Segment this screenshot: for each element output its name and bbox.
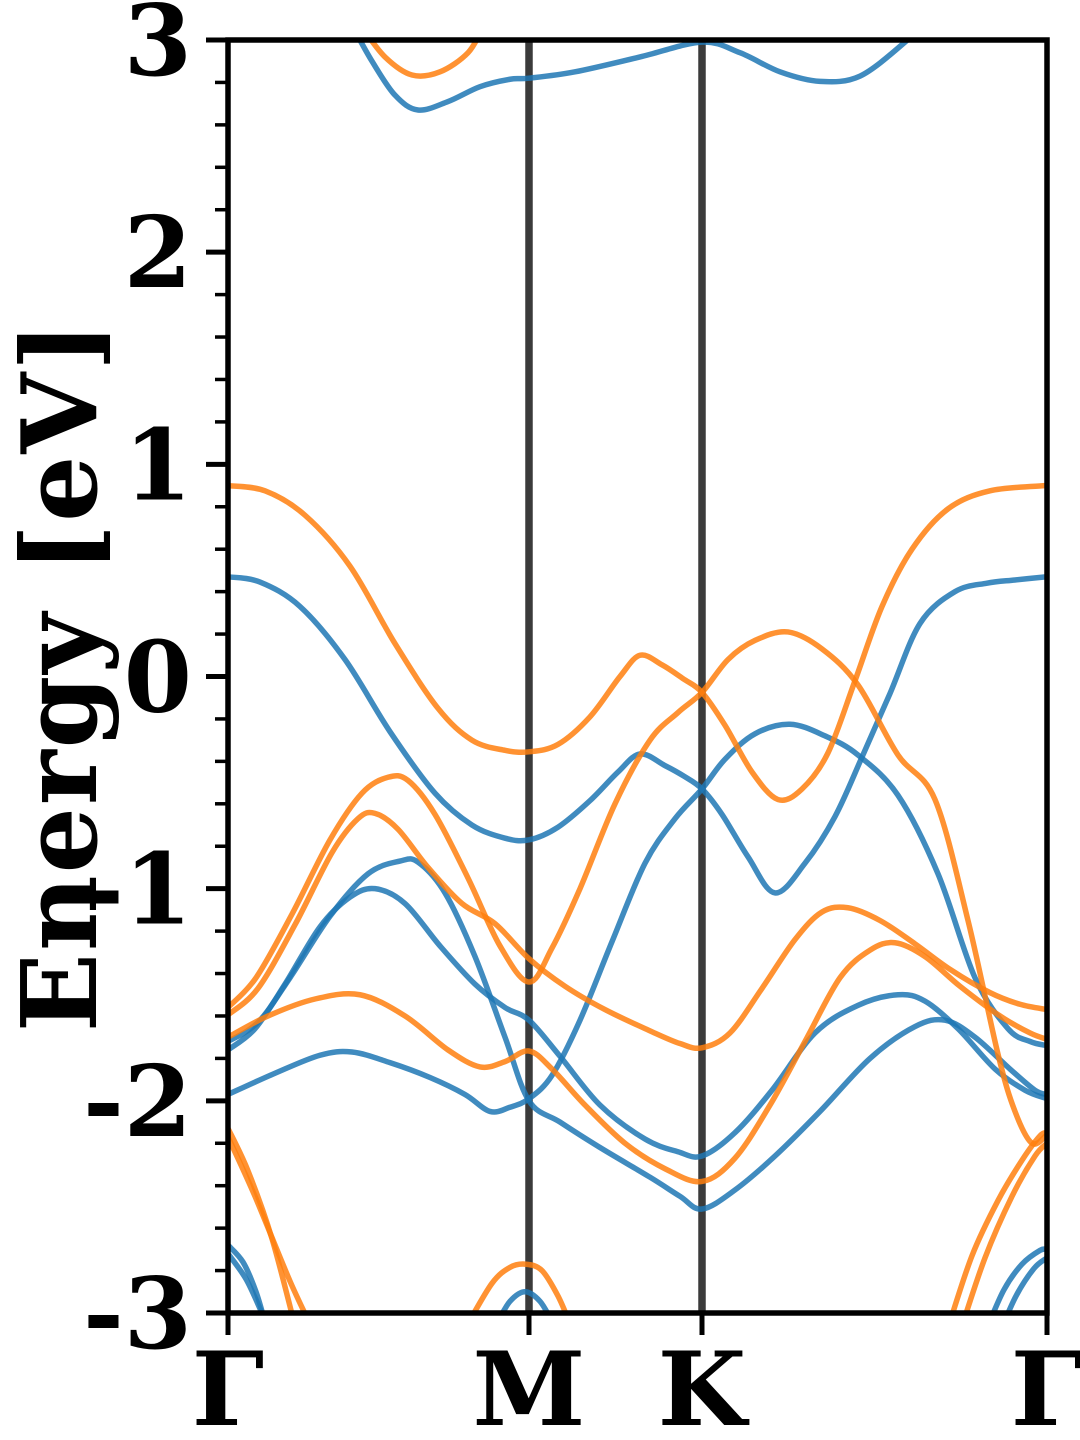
blue-band-5-line (228, 885, 1047, 1160)
band-lines (228, 40, 1047, 1313)
blue-band-7-line (228, 1250, 266, 1313)
y-tick-label: 0 (124, 621, 192, 736)
orange-band-9-line (949, 1129, 1047, 1313)
blue-band-10-line (1005, 1255, 1047, 1313)
orange-band-5-line (228, 939, 1047, 1185)
axis-ticks (206, 37, 1050, 1335)
blue-band-2-line (228, 574, 1047, 896)
blue-band-3-line (228, 721, 1047, 1115)
orange-band-7-line (228, 1134, 308, 1313)
orange-band-2-line (228, 482, 1047, 803)
orange-band-10-line (963, 1140, 1047, 1313)
x-tick-label: Γ (1011, 1330, 1080, 1440)
x-tick-label: K (658, 1330, 750, 1440)
blue-band-1-line (356, 40, 912, 113)
blue-band-8-line (499, 1289, 551, 1313)
blue-band-4-line (228, 856, 1047, 1212)
y-tick-label: 1 (124, 408, 192, 523)
orange-band-1-line (367, 40, 480, 79)
y-tick-label: -2 (83, 1045, 192, 1160)
orange-band-3-line (228, 628, 1047, 1147)
y-tick-label: 2 (124, 196, 192, 311)
y-axis-label: Energy [eV] (0, 320, 121, 1032)
y-tick-label: -3 (83, 1257, 192, 1372)
orange-band-4-line (228, 809, 1047, 1052)
y-tick-label: 3 (124, 0, 192, 99)
y-tick-label: -1 (83, 833, 192, 948)
blue-band-9-line (990, 1246, 1047, 1313)
orange-band-8-line (470, 1261, 569, 1313)
x-tick-label: Γ (192, 1330, 264, 1440)
x-tick-label: M (473, 1330, 586, 1440)
